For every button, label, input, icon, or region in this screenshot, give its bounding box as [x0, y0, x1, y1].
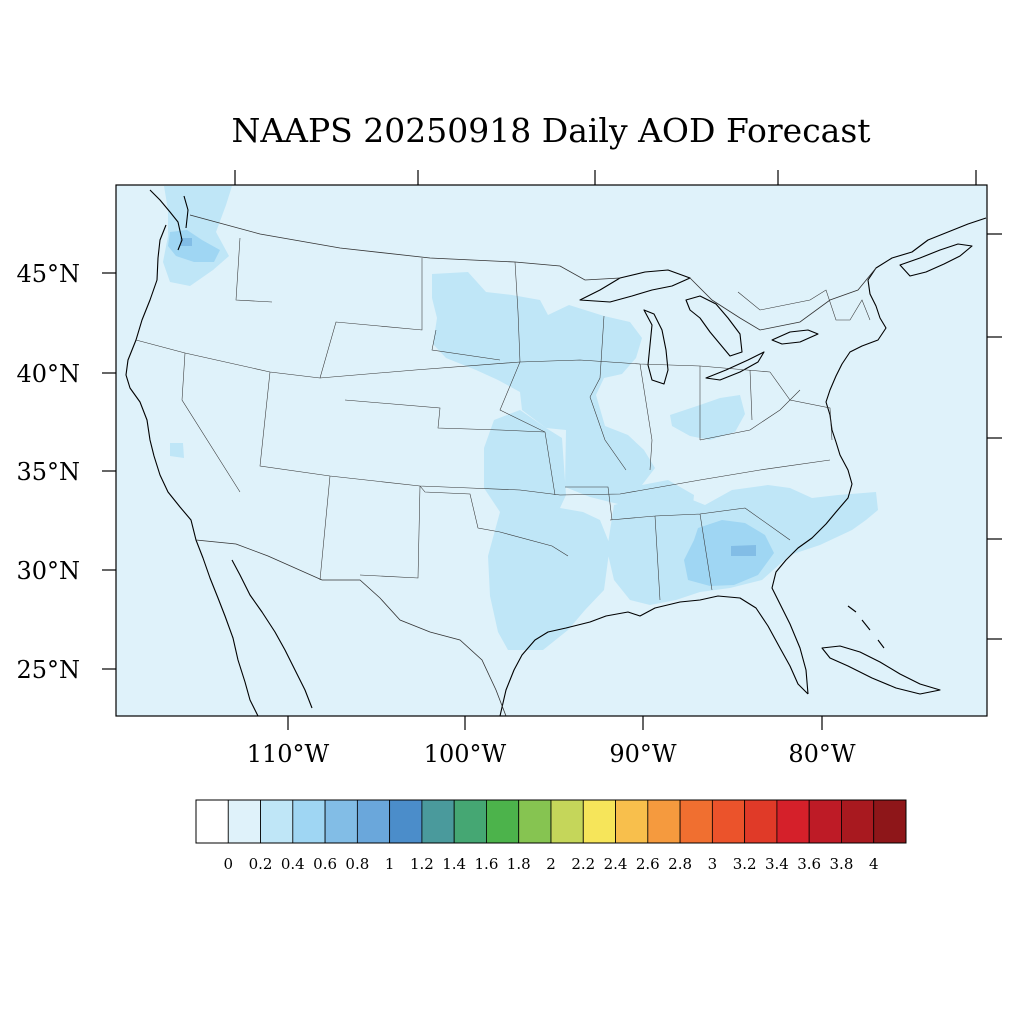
map-boundaries [125, 189, 987, 716]
colorbar-tick-label: 1 [385, 855, 395, 873]
colorbar-box [486, 799, 520, 844]
lat-label-25n: 25°N [16, 656, 80, 684]
bahamas-coast [847, 605, 885, 649]
colorbar-box [518, 799, 552, 844]
colorbar-box [421, 799, 455, 844]
cuba-coast [821, 645, 941, 695]
colorbar-box [582, 799, 616, 844]
colorbar-tick-label: 2 [546, 855, 556, 873]
colorbar-box [356, 799, 391, 844]
colorbar: 0 0.2 0.4 0.6 0.8 1 1.2 1.4 1.6 1.8 2 2.2 2.4 2.6 2.8 3… [195, 799, 907, 873]
colorbar-tick-label: 3.6 [797, 855, 821, 873]
colorbar-box [453, 799, 487, 844]
lon-label-100w: 100°W [424, 740, 507, 768]
colorbar-tick-label: 0.2 [249, 855, 273, 873]
colorbar-tick-label: 0.4 [281, 855, 305, 873]
colorbar-tick-label: 3.8 [830, 855, 854, 873]
colorbar-tick-label: 0.6 [313, 855, 337, 873]
colorbar-box [260, 799, 294, 844]
colorbar-box [227, 799, 261, 844]
colorbar-boxes [195, 799, 907, 844]
colorbar-box [195, 799, 229, 844]
colorbar-tick-label: 3 [708, 855, 718, 873]
lake-ontario [771, 329, 819, 345]
colorbar-box [647, 799, 681, 844]
mexico-gulf-coast [499, 595, 809, 716]
lat-label-45n: 45°N [16, 260, 80, 288]
lake-michigan [643, 309, 669, 385]
colorbar-tick-label: 1.2 [410, 855, 434, 873]
colorbar-tick-label: 1.4 [442, 855, 466, 873]
nova-scotia-coast [899, 243, 973, 277]
lat-label-30n: 30°N [16, 557, 80, 585]
colorbar-box [615, 799, 649, 844]
colorbar-tick-label: 0.8 [345, 855, 369, 873]
aod-shading [163, 186, 878, 650]
colorbar-tick-label: 0 [223, 855, 233, 873]
us-canada-border [189, 214, 877, 331]
colorbar-box [324, 799, 358, 844]
colorbar-box [711, 799, 746, 844]
colorbar-tick-label: 2.6 [636, 855, 660, 873]
colorbar-tick-label: 1.8 [507, 855, 531, 873]
lon-label-90w: 90°W [609, 740, 677, 768]
colorbar-box [550, 799, 584, 844]
lon-label-80w: 80°W [788, 740, 856, 768]
us-mexico-border [195, 539, 507, 716]
colorbar-box [744, 799, 778, 844]
colorbar-tick-label: 1.6 [475, 855, 499, 873]
colorbar-tick-label: 3.4 [765, 855, 789, 873]
latitude-labels: 45°N 40°N 35°N 30°N 25°N [16, 260, 80, 684]
aod-level-0.6-0.8 [180, 238, 756, 556]
colorbar-outline [195, 799, 907, 844]
colorbar-labels: 0 0.2 0.4 0.6 0.8 1 1.2 1.4 1.6 1.8 2 2.2 2.4 2.6 2.8 3… [223, 855, 878, 873]
lon-label-110w: 110°W [247, 740, 330, 768]
map-panel: 110°W 100°W 90°W 80°W 45°N 40°N 35°N 30°… [16, 170, 1002, 768]
lake-huron [685, 295, 743, 357]
axis-ticks [102, 170, 1002, 730]
colorbar-tick-label: 3.2 [733, 855, 757, 873]
longitude-labels: 110°W 100°W 90°W 80°W [247, 740, 856, 768]
colorbar-box [873, 799, 907, 844]
colorbar-tick-label: 2.4 [604, 855, 628, 873]
lat-label-40n: 40°N [16, 360, 80, 388]
colorbar-box [292, 799, 326, 844]
colorbar-tick-label: 2.2 [571, 855, 595, 873]
colorbar-box [841, 799, 875, 844]
colorbar-box [389, 799, 423, 844]
state-boundaries [135, 237, 871, 601]
figure-title: NAAPS 20250918 Daily AOD Forecast [231, 111, 870, 150]
puget-sound-coast [149, 189, 189, 251]
pacific-coastline [125, 224, 259, 716]
colorbar-box [679, 799, 713, 844]
colorbar-tick-label: 2.8 [668, 855, 692, 873]
colorbar-box [776, 799, 810, 844]
colorbar-box [808, 799, 842, 844]
baja-coastline [231, 559, 313, 709]
lat-label-35n: 35°N [16, 458, 80, 486]
map-frame [115, 184, 988, 717]
colorbar-tick-label: 4 [869, 855, 879, 873]
